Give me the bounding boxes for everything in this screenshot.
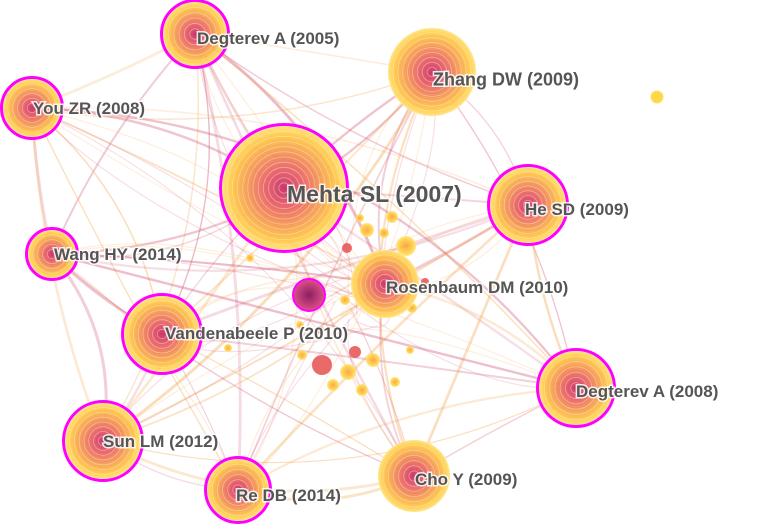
- minor-node: [342, 243, 352, 253]
- node-re-2014[interactable]: [204, 456, 272, 524]
- citation-link: [31, 107, 415, 477]
- citation-link: [237, 203, 529, 491]
- minor-node-n1: [292, 278, 326, 312]
- citation-link: [51, 203, 529, 272]
- node-label-you-2008: You ZR (2008): [33, 99, 145, 118]
- minor-node: [297, 350, 307, 360]
- citation-link: [102, 71, 434, 443]
- citation-link: [51, 252, 386, 286]
- minor-node: [340, 295, 350, 305]
- nodes-layer: [0, 0, 616, 524]
- citation-link: [161, 203, 529, 336]
- labels-layer: Degterev A (2005) Zhang DW (2009) You ZR (…: [32, 27, 720, 506]
- node-label-re-2014: Re DB (2014): [236, 486, 341, 505]
- minor-node: [340, 364, 356, 380]
- minor-node: [349, 346, 361, 358]
- minor-node: [366, 353, 380, 367]
- citation-link: [237, 283, 386, 491]
- citation-link: [161, 33, 210, 335]
- citation-link: [51, 33, 196, 255]
- citation-link: [51, 252, 577, 390]
- minor-node: [312, 355, 332, 375]
- minor-node: [386, 211, 398, 223]
- citation-link: [51, 245, 339, 294]
- node-label-he-2009: He SD (2009): [525, 200, 629, 219]
- node-you-2008[interactable]: [0, 76, 64, 140]
- citation-links: [30, 32, 578, 502]
- minor-node: [406, 346, 414, 354]
- minor-node: [327, 379, 339, 391]
- minor-node: [396, 236, 416, 256]
- citation-link: [31, 107, 239, 491]
- node-degterev-2005[interactable]: [160, 0, 230, 69]
- citation-link: [194, 33, 577, 389]
- citation-link: [102, 387, 577, 464]
- citation-link: [31, 71, 433, 120]
- citation-link: [31, 107, 378, 313]
- minor-node: [360, 223, 374, 237]
- node-cho-2009[interactable]: [377, 439, 451, 513]
- citation-link: [51, 253, 388, 307]
- citation-link: [237, 386, 577, 491]
- node-label-wang-2014: Wang HY (2014): [54, 245, 182, 264]
- citation-link: [51, 253, 415, 477]
- node-mehta-2007[interactable]: [219, 123, 349, 253]
- node-label-cho-2009: Cho Y (2009): [415, 470, 517, 489]
- node-label-degterev-2005: Degterev A (2005): [197, 29, 339, 48]
- citation-link: [412, 204, 530, 477]
- minor-node: [224, 344, 232, 352]
- citation-link: [31, 107, 386, 285]
- citation-link: [193, 33, 242, 491]
- minor-node: [316, 326, 324, 334]
- minor-node: [379, 228, 389, 238]
- minor-node: [246, 254, 254, 262]
- node-he-2009[interactable]: [487, 164, 569, 246]
- node-label-zhang-2009: Zhang DW (2009): [433, 69, 579, 89]
- node-sun-2012[interactable]: [62, 400, 144, 482]
- citation-link: [102, 283, 386, 442]
- minor-node: [356, 214, 364, 222]
- citation-link: [51, 243, 361, 298]
- node-label-degterev-2008: Degterev A (2008): [576, 382, 718, 401]
- minor-node: [390, 377, 400, 387]
- node-label-rosenbaum-2010: Rosenbaum DM (2010): [386, 278, 568, 297]
- citation-link: [31, 107, 341, 271]
- node-label-mehta-2007: Mehta SL (2007): [287, 181, 462, 207]
- node-zhang-2009[interactable]: [387, 27, 477, 117]
- minor-node: [421, 278, 429, 286]
- citation-link: [31, 107, 388, 308]
- citation-link: [194, 33, 529, 206]
- citation-link: [193, 33, 416, 477]
- minor-nodes: [224, 90, 664, 396]
- citation-link: [102, 33, 200, 442]
- node-vandenabeele-2010[interactable]: [121, 293, 203, 375]
- node-rosenbaum-2010[interactable]: [350, 249, 420, 319]
- minor-node: [296, 321, 304, 329]
- node-degterev-2008[interactable]: [536, 348, 616, 428]
- node-wang-2014[interactable]: [25, 227, 79, 281]
- node-label-sun-2012: Sun LM (2012): [103, 432, 218, 451]
- minor-node-n2: [650, 90, 664, 104]
- node-label-vandenabeele-2010: Vandenabeele P (2010): [165, 324, 348, 343]
- citation-link: [237, 71, 433, 491]
- citation-link: [350, 327, 577, 389]
- minor-node: [356, 384, 368, 396]
